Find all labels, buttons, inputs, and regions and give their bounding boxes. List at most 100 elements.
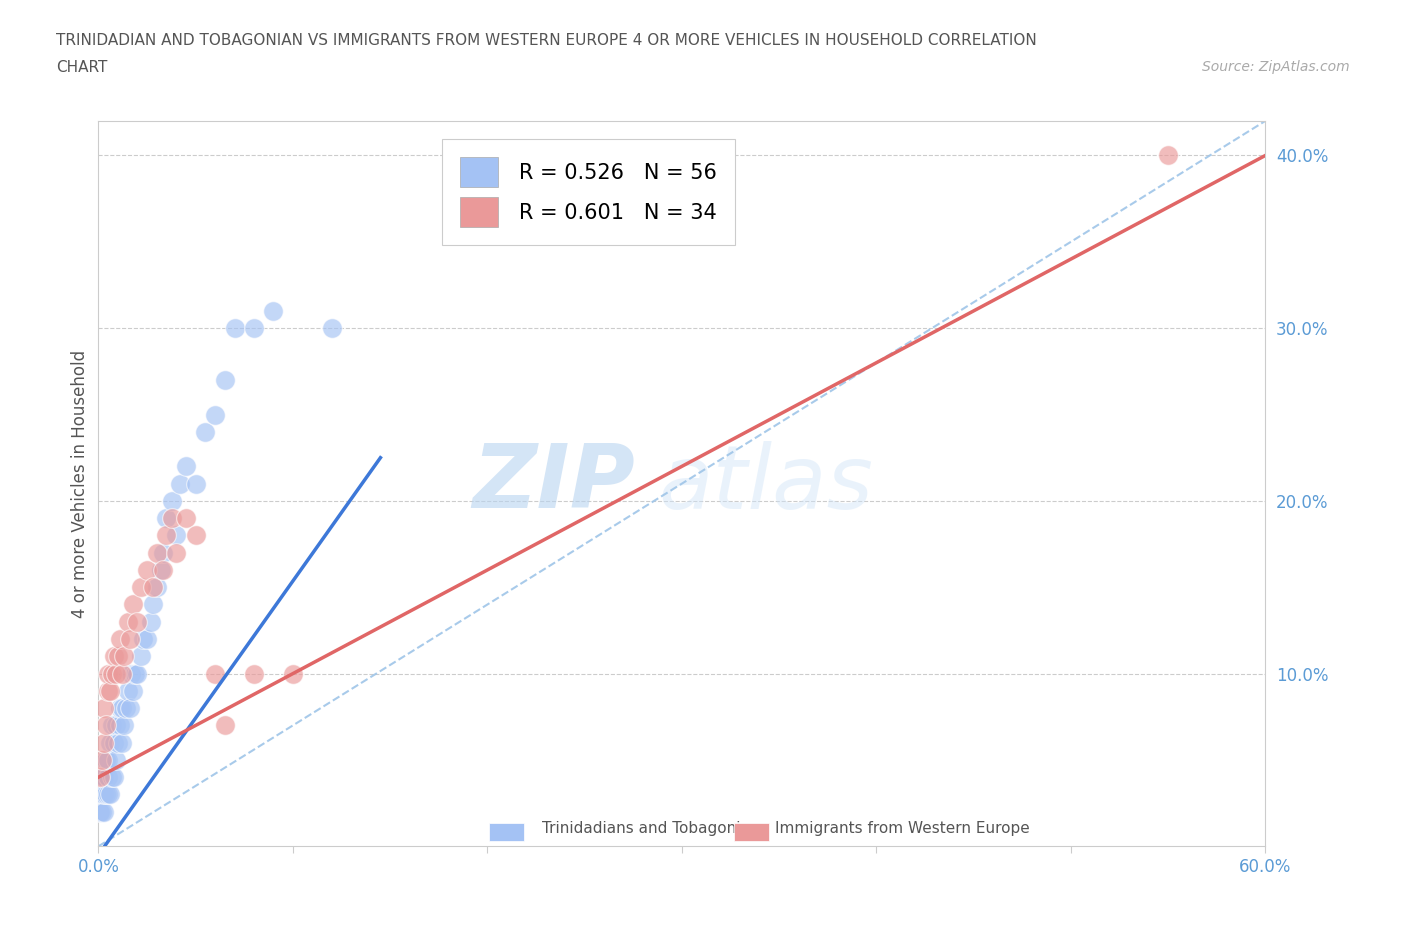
Point	[118, 631, 141, 646]
Point	[89, 804, 111, 819]
Point	[89, 770, 111, 785]
Bar	[734, 823, 769, 842]
Point	[97, 770, 120, 785]
Point	[129, 579, 152, 594]
Point	[243, 321, 266, 336]
Point	[96, 718, 118, 733]
Point	[103, 649, 125, 664]
Point	[281, 666, 304, 681]
Point	[93, 804, 115, 819]
Point	[152, 545, 174, 560]
Point	[101, 718, 124, 733]
Point	[91, 804, 114, 819]
Point	[96, 752, 118, 767]
Point	[127, 615, 149, 630]
Point	[184, 476, 207, 491]
Point	[96, 787, 118, 802]
Point	[111, 736, 134, 751]
Point	[155, 511, 177, 525]
Point	[118, 700, 141, 715]
Point	[93, 787, 115, 802]
Point	[91, 787, 114, 802]
Point	[97, 752, 120, 767]
Point	[214, 373, 236, 388]
Point	[122, 597, 145, 612]
Point	[146, 545, 169, 560]
Point	[139, 615, 162, 630]
Point	[184, 528, 207, 543]
Point	[121, 666, 143, 681]
Point	[142, 597, 165, 612]
Point	[98, 787, 121, 802]
Point	[117, 615, 139, 630]
Point	[174, 458, 197, 473]
Point	[214, 718, 236, 733]
Point	[162, 511, 184, 525]
Point	[127, 666, 149, 681]
Point	[108, 700, 131, 715]
Point	[104, 752, 127, 767]
Point	[204, 666, 226, 681]
Text: Trinidadians and Tobagonians: Trinidadians and Tobagonians	[541, 820, 768, 836]
Point	[146, 579, 169, 594]
Point	[321, 321, 343, 336]
Point	[108, 631, 131, 646]
Point	[97, 666, 120, 681]
Point	[107, 736, 129, 751]
Point	[111, 700, 134, 715]
Point	[162, 494, 184, 509]
Point	[112, 718, 135, 733]
Point	[103, 736, 125, 751]
Point	[101, 666, 124, 681]
Point	[97, 684, 120, 698]
Point	[132, 631, 155, 646]
Legend: R = 0.526   N = 56, R = 0.601   N = 34: R = 0.526 N = 56, R = 0.601 N = 34	[441, 139, 735, 246]
Point	[243, 666, 266, 681]
Point	[117, 684, 139, 698]
Point	[98, 684, 121, 698]
Point	[97, 787, 120, 802]
Point	[124, 666, 146, 681]
Point	[142, 579, 165, 594]
Point	[149, 563, 172, 578]
Text: CHART: CHART	[56, 60, 108, 75]
Text: ZIP: ZIP	[472, 440, 636, 527]
Point	[91, 770, 114, 785]
Point	[112, 649, 135, 664]
Point	[104, 718, 127, 733]
Text: Source: ZipAtlas.com: Source: ZipAtlas.com	[1202, 60, 1350, 74]
Text: TRINIDADIAN AND TOBAGONIAN VS IMMIGRANTS FROM WESTERN EUROPE 4 OR MORE VEHICLES : TRINIDADIAN AND TOBAGONIAN VS IMMIGRANTS…	[56, 33, 1038, 47]
Point	[104, 666, 127, 681]
Text: atlas: atlas	[658, 441, 873, 526]
Point	[169, 476, 191, 491]
Point	[136, 563, 159, 578]
Point	[91, 752, 114, 767]
Point	[204, 407, 226, 422]
Point	[136, 631, 159, 646]
Point	[93, 770, 115, 785]
Bar	[489, 823, 524, 842]
Point	[93, 736, 115, 751]
Point	[93, 700, 115, 715]
Point	[108, 718, 131, 733]
Point	[155, 528, 177, 543]
Point	[89, 804, 111, 819]
Point	[129, 649, 152, 664]
Point	[165, 545, 187, 560]
Point	[174, 511, 197, 525]
Point	[1157, 148, 1180, 163]
Point	[152, 563, 174, 578]
Point	[107, 649, 129, 664]
Text: Immigrants from Western Europe: Immigrants from Western Europe	[775, 820, 1031, 836]
Point	[101, 770, 124, 785]
Point	[165, 528, 187, 543]
Point	[194, 424, 217, 439]
Point	[224, 321, 246, 336]
Point	[114, 700, 136, 715]
Point	[89, 787, 111, 802]
Point	[98, 736, 121, 751]
Point	[122, 684, 145, 698]
Point	[111, 666, 134, 681]
Point	[103, 770, 125, 785]
Y-axis label: 4 or more Vehicles in Household: 4 or more Vehicles in Household	[70, 350, 89, 618]
